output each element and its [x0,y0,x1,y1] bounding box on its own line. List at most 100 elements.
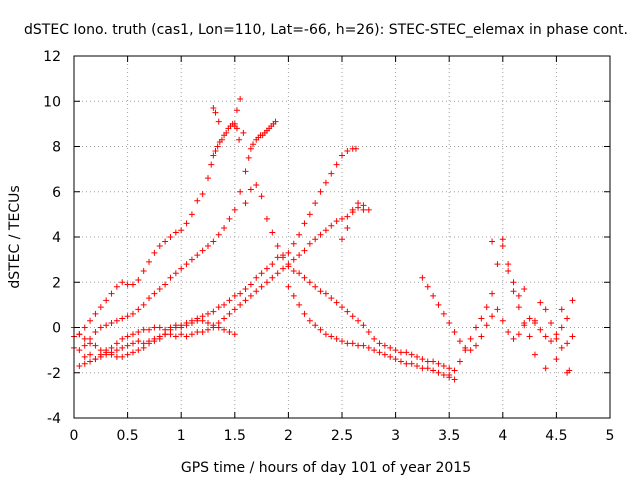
data-point [108,351,115,358]
data-point [440,372,447,379]
data-point [81,360,88,367]
data-point [210,322,217,329]
data-point [312,283,319,290]
data-point [129,349,136,356]
data-point [451,376,458,383]
data-point [205,326,211,333]
data-point [162,238,169,245]
data-point [505,329,512,336]
data-point [119,353,126,360]
data-point [430,292,437,299]
data-point [478,315,485,322]
data-point [446,365,453,372]
data-point [258,270,265,277]
data-point [226,310,233,317]
data-point [515,331,522,338]
data-point [167,326,174,333]
data-point [414,362,421,369]
data-point [183,220,190,227]
data-point [440,362,447,369]
data-point [124,333,131,340]
data-point [156,286,163,293]
data-point [280,265,287,272]
data-point [156,243,163,250]
x-tick-label: 4 [498,428,507,444]
data-point [124,342,131,349]
data-point [312,200,319,207]
data-point [333,299,340,306]
data-point [494,261,501,268]
data-point [113,353,120,360]
data-point [97,353,104,360]
data-point [210,238,217,245]
data-point [81,353,88,360]
data-point [322,290,329,297]
data-point [205,175,211,182]
y-tick-label: -4 [47,411,61,427]
data-point [92,356,99,363]
data-point [92,329,99,336]
data-point [119,315,126,322]
chart-title: dSTEC Iono. truth (cas1, Lon=110, Lat=-6… [24,22,628,38]
y-axis-label: dSTEC / TECUs [7,185,23,288]
y-tick-label: 6 [52,185,61,201]
data-point [178,324,185,331]
data-point [129,310,136,317]
data-point [569,297,576,304]
data-point [76,331,83,338]
data-point [210,152,217,159]
data-point [188,211,195,218]
data-point [564,315,571,322]
data-point [146,258,153,265]
data-point [489,313,496,320]
data-point [183,333,190,340]
data-point [247,292,254,299]
data-point [301,220,308,227]
data-point [247,186,254,193]
data-point [306,317,313,324]
data-point [317,288,324,295]
data-point [236,136,243,143]
data-point [306,240,313,247]
data-point [344,213,351,220]
data-point [247,145,254,152]
data-point [521,286,528,293]
data-point [87,340,94,347]
data-point [172,270,179,277]
data-point [119,344,126,351]
data-point [215,231,222,238]
data-point [542,306,549,313]
data-point [446,319,453,326]
data-point [172,229,179,236]
data-point [199,247,206,254]
data-point [339,152,345,159]
data-point [199,317,206,324]
data-point [531,351,538,358]
data-point [499,243,506,250]
data-point [446,372,453,379]
data-point [199,191,206,198]
data-point [103,297,110,304]
data-point [250,141,257,148]
data-point [317,231,324,238]
data-point [489,290,496,297]
data-point [237,188,244,195]
data-point [113,347,120,354]
data-point [306,211,313,218]
data-point [245,154,252,161]
data-point [505,267,512,274]
data-point [381,342,388,349]
data-point [269,261,276,268]
data-point [542,365,549,372]
data-point [76,347,83,354]
data-point [140,344,147,351]
data-point [269,229,276,236]
data-point [167,234,174,240]
data-point [162,281,169,288]
data-point [339,338,345,345]
data-point [258,193,265,200]
data-point [312,322,319,329]
x-tick-label: 0 [70,428,79,444]
data-point [253,181,260,188]
data-point [537,326,544,333]
